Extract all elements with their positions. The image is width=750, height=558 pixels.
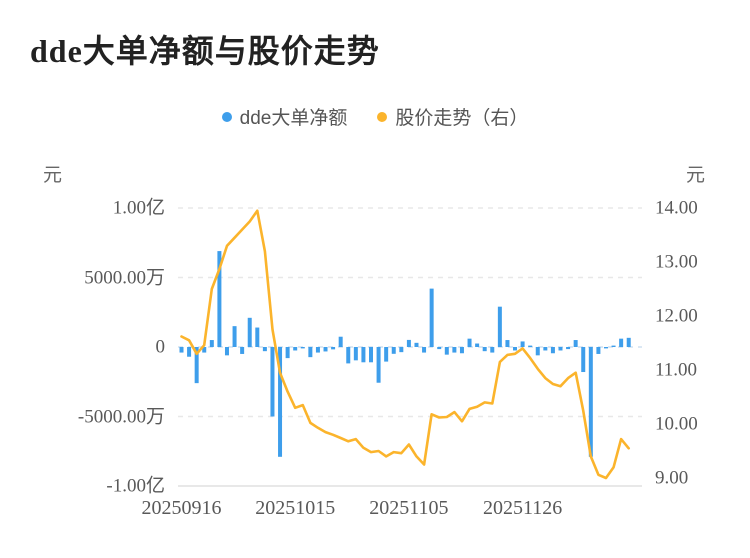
dde-net-bar (490, 347, 495, 353)
x-axis-tick: 20250916 (141, 497, 222, 519)
dde-net-bar (603, 347, 608, 349)
dde-net-bar (626, 337, 631, 347)
x-axis-tick: 20251105 (369, 497, 449, 519)
dde-net-bar (346, 347, 351, 364)
left-axis-tick: -1.00亿 (106, 475, 165, 497)
dde-net-bar (369, 347, 373, 363)
dde-net-bar (505, 340, 510, 347)
dde-net-bar (513, 347, 518, 351)
legend-item-price-trend[interactable]: 股价走势（右） (377, 103, 528, 130)
right-axis-tick: 14.00 (655, 197, 698, 219)
dde-net-bar (270, 347, 275, 417)
left-axis-tick: -5000.00万 (77, 406, 165, 427)
dde-net-bar (384, 347, 389, 362)
legend-item-dde-net[interactable]: dde大单净额 (221, 103, 348, 130)
dde-net-bar (596, 347, 601, 354)
dde-net-bar (543, 347, 548, 351)
dde-net-bar (285, 347, 290, 359)
dde-net-bar (520, 341, 525, 347)
dde-net-bar (619, 338, 624, 347)
dde-net-bar (573, 340, 578, 347)
dde-net-bar (611, 345, 616, 347)
legend-dot-icon (377, 111, 388, 122)
page-title: dde大单净额与股价走势 (30, 33, 380, 69)
dde-net-bar (550, 347, 555, 354)
dde-net-bar (459, 347, 464, 354)
dde-net-bar (187, 347, 192, 357)
dde-net-bar (467, 338, 472, 347)
right-axis-unit: 元 (686, 165, 706, 186)
dde-net-bar (300, 347, 305, 349)
dde-net-bar (262, 347, 267, 352)
dde-net-bar (202, 347, 207, 353)
dde-net-bar (224, 347, 229, 356)
dde-net-bar (323, 347, 328, 352)
legend-item-label: dde大单净额 (239, 108, 348, 129)
legend-dot-icon (221, 111, 232, 122)
dde-net-bar (588, 347, 593, 457)
price-trend-line (180, 209, 631, 480)
dde-net-bar (209, 340, 214, 347)
legend-item-label: 股价走势（右） (395, 108, 529, 129)
dde-net-bar (353, 347, 358, 361)
dde-net-bar (558, 347, 563, 351)
dde-net-bar (399, 347, 404, 353)
dde-net-bar (444, 347, 449, 355)
dde-net-bar (338, 336, 343, 347)
x-axis-tick: 20251015 (255, 497, 336, 519)
dde-net-bar (528, 345, 533, 347)
dde-net-bar (414, 342, 419, 347)
dde-net-bar (179, 347, 184, 353)
dde-net-bar (422, 347, 427, 353)
dde-net-bar (535, 347, 540, 356)
right-axis-tick: 12.00 (655, 305, 698, 327)
dde-net-bar (240, 347, 245, 354)
dde-net-bar (293, 347, 298, 351)
dde-net-bar (217, 251, 222, 347)
right-axis-tick: 11.00 (655, 359, 698, 381)
dde-net-bar (194, 347, 199, 384)
dde-net-bar (376, 347, 381, 383)
left-axis-tick: 1.00亿 (112, 197, 165, 219)
dde-net-bar (331, 347, 336, 350)
dde-net-bar (497, 306, 502, 347)
dde-net-bar (406, 339, 411, 347)
dde-net-bar (255, 327, 260, 347)
dde-net-bar (247, 317, 252, 347)
dde-net-bar (391, 347, 396, 354)
dde-net-bar (452, 347, 457, 353)
dde-net-bar (482, 347, 487, 352)
dde-net-bar (581, 347, 586, 373)
left-axis-tick: 0 (155, 336, 166, 358)
dde-net-bar (315, 347, 320, 353)
dde-net-bar (278, 347, 283, 457)
dde-net-bar (308, 347, 313, 358)
dde-net-bar (429, 288, 434, 347)
dde-net-bar (437, 347, 442, 350)
right-axis-tick: 13.00 (655, 251, 698, 273)
x-axis-tick: 20251126 (482, 497, 563, 519)
dde-net-bar (232, 326, 237, 347)
left-axis-tick: 5000.00万 (84, 267, 165, 288)
dde-net-bar (361, 347, 366, 363)
right-axis-tick: 9.00 (655, 467, 689, 489)
right-axis-tick: 10.00 (655, 413, 698, 435)
dde-net-bar (566, 347, 571, 350)
dde-net-bar (475, 343, 480, 347)
left-axis-unit: 元 (43, 165, 63, 186)
chart-legend: dde大单净额 股价走势（右） (0, 103, 750, 130)
